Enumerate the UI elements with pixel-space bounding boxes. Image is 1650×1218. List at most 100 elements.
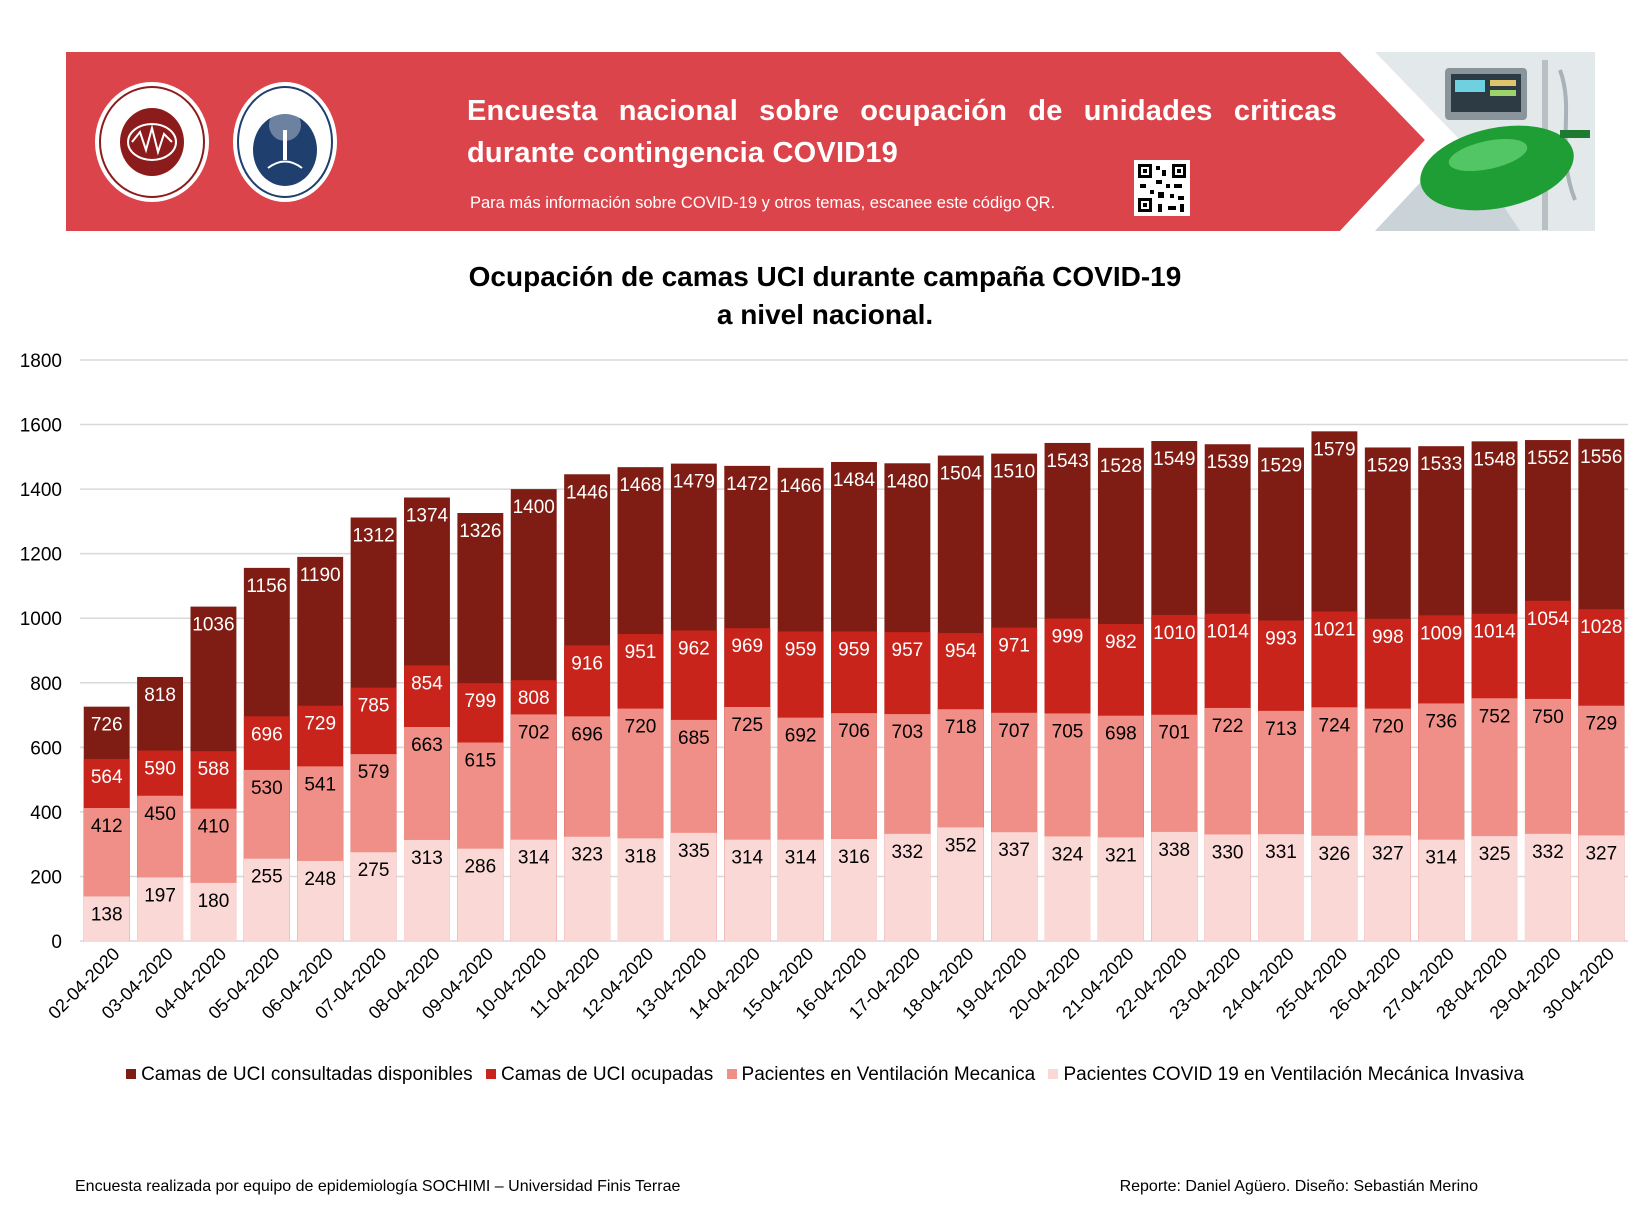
bar-4: [1311, 835, 1358, 941]
data-label: 1529: [1260, 455, 1302, 476]
data-label: 1543: [1046, 451, 1088, 472]
data-label: 197: [144, 885, 176, 906]
bar-4: [137, 877, 184, 941]
banner-background: [66, 52, 1425, 231]
data-label: 951: [625, 642, 657, 663]
data-label: 962: [678, 638, 710, 659]
bar-4: [937, 827, 984, 941]
data-label: 590: [144, 759, 176, 780]
banner-subtitle: Para más información sobre COVID-19 y ot…: [470, 194, 1056, 212]
data-label: 702: [518, 722, 550, 743]
data-label: 713: [1265, 719, 1297, 740]
data-label: 724: [1319, 715, 1351, 736]
finis-terrae-logo: [233, 82, 337, 202]
data-label: 275: [358, 860, 390, 881]
data-label: 450: [144, 804, 176, 825]
bar-4: [724, 839, 771, 941]
data-label: 138: [91, 904, 123, 925]
footer-credit-report: Reporte: Daniel Agüero. Diseño: Sebastiá…: [1119, 1178, 1478, 1195]
data-label: 314: [1425, 848, 1457, 869]
data-label: 530: [251, 778, 283, 799]
data-label: 313: [411, 848, 443, 869]
data-label: 1510: [993, 462, 1035, 483]
data-label: 337: [998, 840, 1030, 861]
data-label: 705: [1052, 721, 1084, 742]
data-label: 993: [1265, 628, 1297, 649]
legend-label: Camas de UCI ocupadas: [500, 1064, 714, 1085]
data-label: 255: [251, 867, 283, 888]
bar-4: [83, 896, 130, 941]
data-label: 325: [1479, 844, 1511, 865]
data-label: 1466: [779, 476, 821, 497]
legend-item-ocupadas: Camas de UCI ocupadas: [485, 1064, 714, 1086]
data-label: 1190: [300, 565, 341, 586]
data-label: 564: [91, 767, 123, 788]
data-label: 335: [678, 841, 710, 862]
data-label: 1028: [1580, 617, 1622, 638]
bar-4: [190, 882, 237, 941]
bar-4: [991, 832, 1038, 941]
data-label: 729: [304, 714, 336, 735]
legend-label: Pacientes COVID 19 en Ventilación Mecáni…: [1063, 1064, 1524, 1085]
data-label: 1021: [1313, 619, 1355, 640]
bar-4: [404, 839, 450, 941]
data-label: 692: [785, 726, 817, 747]
data-label: 696: [571, 724, 603, 745]
bar-4: [1151, 831, 1198, 941]
data-label: 999: [1052, 627, 1084, 648]
banner-title-line-2: durante contingencia COVID19: [467, 137, 899, 169]
data-label: 685: [678, 728, 710, 749]
data-label: 729: [1585, 714, 1617, 735]
y-tick-label: 800: [30, 674, 62, 695]
data-label: 338: [1158, 840, 1190, 861]
data-label: 701: [1158, 723, 1190, 744]
footer-credit-survey: Encuesta realizada por equipo de epidemi…: [75, 1178, 681, 1195]
data-label: 1472: [726, 474, 768, 495]
y-tick-label: 1000: [20, 609, 62, 630]
bar-4: [564, 836, 611, 941]
data-label: 331: [1265, 842, 1297, 863]
data-label: 1529: [1367, 455, 1409, 476]
data-label: 324: [1052, 844, 1084, 865]
data-label: 330: [1212, 842, 1244, 863]
bar-4: [617, 838, 664, 941]
data-label: 722: [1212, 716, 1244, 737]
data-label: 327: [1372, 843, 1404, 864]
data-label: 1479: [673, 472, 715, 493]
data-label: 318: [625, 846, 657, 867]
legend-label: Pacientes en Ventilación Mecanica: [741, 1064, 1036, 1085]
data-label: 327: [1585, 843, 1617, 864]
data-label: 916: [571, 653, 603, 674]
data-label: 1533: [1420, 454, 1462, 475]
data-label: 1468: [619, 475, 661, 496]
bar-4: [1258, 834, 1304, 941]
data-label: 332: [1532, 842, 1564, 863]
bar-4: [243, 858, 290, 941]
bar-4: [670, 832, 717, 941]
data-label: 957: [892, 640, 924, 661]
data-label: 752: [1479, 706, 1511, 727]
data-label: 332: [892, 842, 924, 863]
data-label: 412: [91, 816, 123, 837]
data-label: 1400: [513, 497, 555, 518]
bar-4: [1097, 837, 1144, 941]
data-label: 1528: [1100, 456, 1142, 477]
bar-4: [884, 833, 931, 941]
data-label: 1579: [1313, 439, 1355, 460]
bar-4: [1418, 839, 1465, 941]
y-tick-label: 200: [30, 867, 62, 888]
chart-legend: Camas de UCI consultadas disponibles Cam…: [0, 1064, 1650, 1086]
banner-white-chevron: [1340, 52, 1460, 231]
data-label: 1446: [566, 482, 608, 503]
data-label: 1312: [352, 526, 394, 547]
data-label: 180: [198, 891, 230, 912]
data-label: 1480: [886, 471, 928, 492]
y-tick-label: 600: [30, 738, 62, 759]
data-label: 998: [1372, 627, 1404, 648]
data-label: 706: [838, 721, 870, 742]
data-label: 1156: [246, 576, 287, 597]
data-label: 579: [358, 762, 390, 783]
data-label: 541: [304, 774, 336, 795]
data-label: 1054: [1527, 609, 1570, 630]
data-label: 1539: [1207, 452, 1249, 473]
